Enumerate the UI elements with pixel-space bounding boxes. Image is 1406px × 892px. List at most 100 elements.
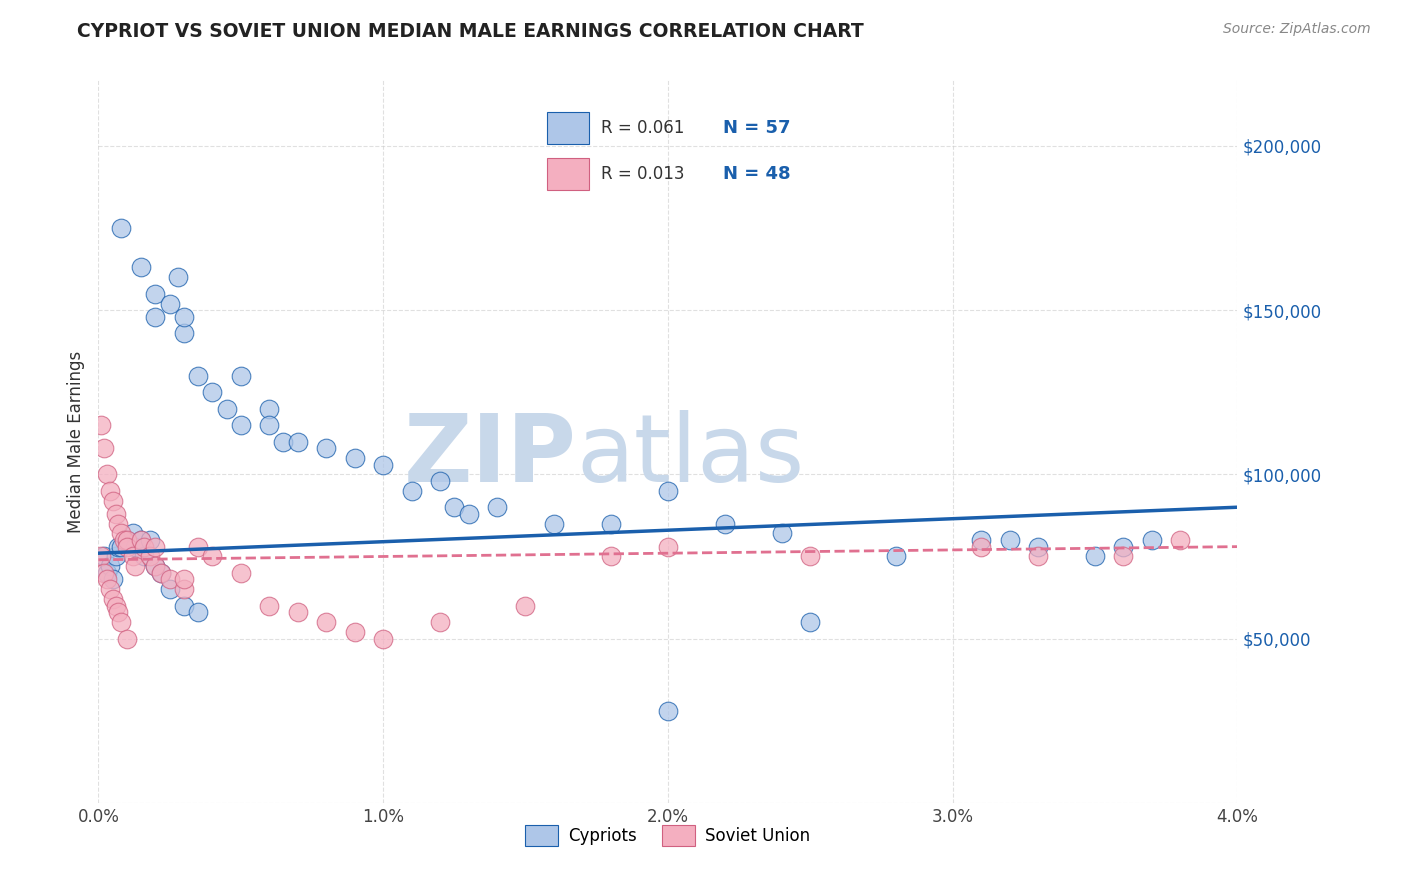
Point — [90, 418, 112, 433]
Point — [98, 559, 121, 574]
Point — [799, 615, 821, 630]
Point — [107, 540, 129, 554]
Text: ZIP: ZIP — [404, 410, 576, 502]
Point — [229, 418, 252, 433]
Legend: Cypriots, Soviet Union: Cypriots, Soviet Union — [519, 819, 817, 852]
Point — [173, 582, 195, 597]
Point — [124, 559, 146, 574]
Point — [770, 526, 793, 541]
Point — [104, 549, 127, 564]
Point — [429, 615, 451, 630]
Point — [201, 549, 224, 564]
Point — [96, 566, 118, 580]
Point — [129, 533, 152, 547]
Point — [259, 418, 281, 433]
Point — [998, 533, 1021, 547]
Point — [287, 434, 309, 449]
Text: CYPRIOT VS SOVIET UNION MEDIAN MALE EARNINGS CORRELATION CHART: CYPRIOT VS SOVIET UNION MEDIAN MALE EARN… — [77, 22, 865, 41]
Point — [201, 385, 224, 400]
Point — [187, 605, 209, 619]
Point — [150, 566, 173, 580]
Point — [229, 368, 252, 383]
Point — [90, 549, 112, 564]
Point — [101, 493, 124, 508]
Point — [110, 221, 132, 235]
Point — [315, 441, 337, 455]
Point — [107, 605, 129, 619]
Point — [110, 540, 132, 554]
Point — [107, 516, 129, 531]
Point — [229, 566, 252, 580]
Point — [970, 540, 993, 554]
Point — [259, 599, 281, 613]
Point — [543, 516, 565, 531]
Point — [371, 458, 394, 472]
Point — [343, 450, 366, 465]
Point — [104, 599, 127, 613]
Point — [121, 526, 143, 541]
Point — [443, 500, 465, 515]
Point — [138, 549, 160, 564]
Point — [657, 540, 679, 554]
Point — [121, 549, 143, 564]
Point — [93, 441, 115, 455]
Point — [115, 533, 138, 547]
Point — [657, 483, 679, 498]
Point — [799, 549, 821, 564]
Point — [115, 533, 138, 547]
Point — [110, 526, 132, 541]
Point — [96, 467, 118, 482]
Point — [486, 500, 509, 515]
Point — [215, 401, 238, 416]
Point — [259, 401, 281, 416]
Point — [145, 310, 167, 324]
Point — [1140, 533, 1163, 547]
Point — [173, 326, 195, 341]
Point — [138, 533, 160, 547]
Point — [112, 533, 135, 547]
Point — [600, 516, 623, 531]
Point — [150, 566, 173, 580]
Point — [657, 704, 679, 718]
Point — [884, 549, 907, 564]
Point — [429, 474, 451, 488]
Point — [93, 549, 115, 564]
Point — [401, 483, 423, 498]
Point — [124, 540, 146, 554]
Point — [970, 533, 993, 547]
Point — [173, 573, 195, 587]
Point — [173, 310, 195, 324]
Point — [167, 270, 190, 285]
Point — [159, 296, 181, 310]
Point — [1084, 549, 1107, 564]
Point — [145, 286, 167, 301]
Point — [515, 599, 537, 613]
Point — [145, 540, 167, 554]
Point — [115, 632, 138, 646]
Point — [132, 540, 155, 554]
Point — [129, 260, 152, 275]
Point — [96, 573, 118, 587]
Point — [145, 559, 167, 574]
Point — [173, 599, 195, 613]
Point — [315, 615, 337, 630]
Point — [343, 625, 366, 640]
Point — [1112, 549, 1135, 564]
Point — [110, 615, 132, 630]
Point — [159, 582, 181, 597]
Point — [115, 540, 138, 554]
Point — [145, 559, 167, 574]
Y-axis label: Median Male Earnings: Median Male Earnings — [66, 351, 84, 533]
Point — [1026, 549, 1049, 564]
Point — [273, 434, 295, 449]
Point — [187, 368, 209, 383]
Point — [287, 605, 309, 619]
Text: Source: ZipAtlas.com: Source: ZipAtlas.com — [1223, 22, 1371, 37]
Point — [187, 540, 209, 554]
Point — [98, 483, 121, 498]
Point — [1170, 533, 1192, 547]
Point — [93, 566, 115, 580]
Point — [104, 507, 127, 521]
Point — [714, 516, 737, 531]
Point — [371, 632, 394, 646]
